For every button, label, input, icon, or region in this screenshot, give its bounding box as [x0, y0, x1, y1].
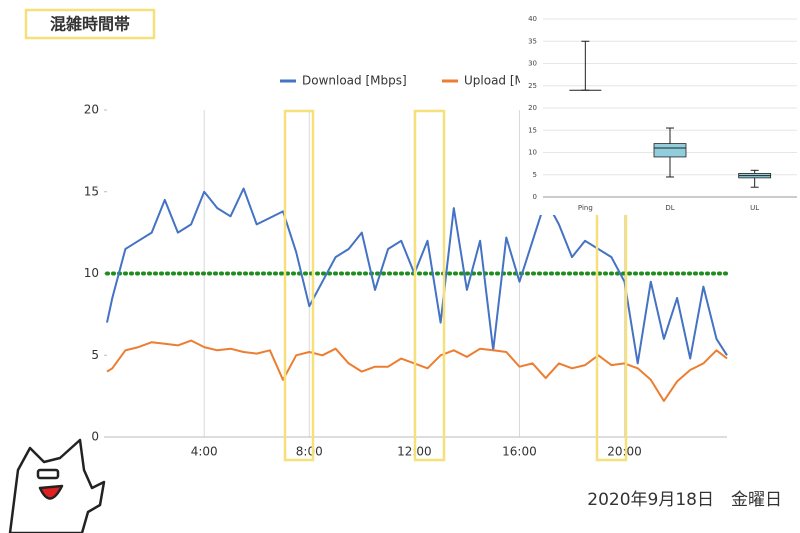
legend-label: Download [Mbps] — [302, 74, 407, 88]
y-tick-label: 25 — [528, 82, 537, 90]
x-tick-label: 20:00 — [607, 445, 642, 459]
y-tick-label: 15 — [528, 126, 537, 134]
y-tick-label: 0 — [91, 430, 99, 444]
y-tick-label: 0 — [533, 193, 537, 201]
y-tick-label: 30 — [528, 60, 537, 68]
y-tick-label: 20 — [528, 104, 537, 112]
x-tick-label: UL — [750, 204, 759, 212]
title: 混雑時間帯 — [50, 15, 130, 34]
y-tick-label: 35 — [528, 37, 537, 45]
x-tick-label: 8:00 — [296, 445, 323, 459]
y-tick-label: 15 — [84, 184, 99, 198]
date: 2020年9月18日 金曜日 — [587, 490, 782, 510]
y-tick-label: 40 — [528, 15, 537, 23]
y-tick-label: 5 — [91, 348, 99, 362]
y-tick-label: 5 — [533, 171, 537, 179]
inset-background — [520, 10, 800, 215]
cat-illustration — [8, 438, 106, 533]
inset-chart: 0 5 10 15 20 25 30 35 40 Ping DL UL — [528, 15, 797, 212]
cat-mouth — [38, 484, 64, 500]
y-tick-label: 10 — [528, 149, 537, 157]
x-tick-label: 4:00 — [191, 445, 218, 459]
title-box — [24, 8, 156, 40]
x-tick-label: DL — [665, 204, 674, 212]
main-chart: 4:00 8:00 12:00 16:00 20:0005101520Download … — [84, 74, 729, 459]
x-tick-label: 16:00 — [502, 445, 537, 459]
box — [653, 143, 687, 158]
highlight — [413, 109, 446, 462]
highlight — [283, 109, 315, 462]
y-tick-label: 20 — [84, 103, 99, 117]
cat-glasses — [36, 468, 60, 480]
y-tick-label: 10 — [84, 266, 99, 280]
series-line — [106, 339, 728, 402]
x-tick-label: Ping — [578, 204, 593, 212]
